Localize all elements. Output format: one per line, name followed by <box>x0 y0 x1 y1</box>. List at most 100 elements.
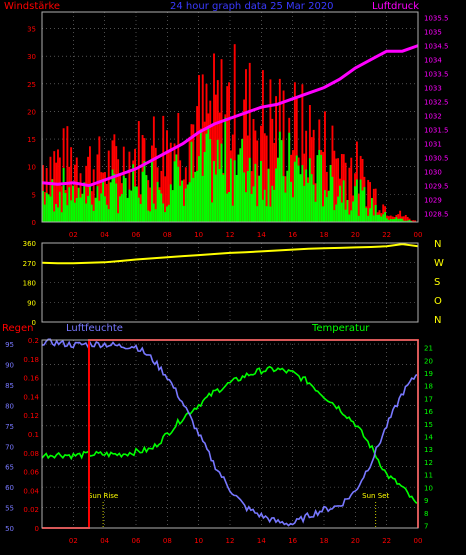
wind-avg-bar <box>122 175 125 222</box>
wind-avg-bar <box>166 206 168 222</box>
wind-avg-bar <box>301 165 304 222</box>
wind-avg-bar <box>205 133 208 222</box>
wind-avg-bar <box>203 151 206 222</box>
pressure-tick-label: 1034 <box>424 57 442 65</box>
wind-gust-bar <box>57 149 59 222</box>
wind-avg-bar <box>374 204 377 222</box>
wind-gust-bar <box>331 125 334 222</box>
wind-avg-bar <box>89 184 91 222</box>
wind-tick-label: 25 <box>27 81 36 89</box>
wind-avg-bar <box>167 204 170 222</box>
wind-avg-bar <box>263 189 266 222</box>
sun-set-label: Sun Set <box>362 492 389 500</box>
temperature-tick-label: 7 <box>424 522 428 530</box>
time-tick-label: 10 <box>194 231 203 239</box>
wind-avg-bar <box>222 174 225 222</box>
wind-avg-bar <box>346 200 349 222</box>
wind-avg-bar <box>402 220 405 222</box>
time-tick-label: 16 <box>288 231 297 239</box>
wind-avg-bar <box>393 218 396 222</box>
wind-tick-label: 30 <box>27 53 36 61</box>
wind-avg-bar <box>190 141 193 222</box>
wind-avg-bar <box>250 193 253 222</box>
wind-gust-bar <box>404 215 407 222</box>
wind-avg-bar <box>181 180 183 222</box>
wind-avg-bar <box>399 218 402 222</box>
rain-tick-label: 0.16 <box>23 375 39 383</box>
wind-gust-bar <box>58 157 61 222</box>
wind-gust-bar <box>214 94 217 222</box>
wind-avg-bar <box>248 157 251 222</box>
pressure-tick-label: 1035.5 <box>424 15 449 23</box>
wind-avg-bar <box>233 160 236 222</box>
wind-gust-bar <box>166 130 168 222</box>
wind-gust-bar <box>134 148 136 222</box>
wind-avg-bar <box>246 171 249 222</box>
wind-gust-bar <box>201 74 204 222</box>
time-tick-label: 08 <box>163 537 172 545</box>
time-tick-label: 22 <box>382 537 391 545</box>
wind-avg-bar <box>292 197 294 222</box>
wind-avg-bar <box>58 191 61 222</box>
wind-gust-bar <box>60 186 63 222</box>
wind-gust-bar <box>53 151 56 222</box>
wind-gust-bar <box>228 82 230 222</box>
time-tick-label: 20 <box>351 231 360 239</box>
temperature-tick-label: 21 <box>424 345 433 353</box>
temperature-tick-label: 16 <box>424 408 433 416</box>
wind-avg-bar <box>85 203 88 222</box>
wind-avg-bar <box>109 182 112 222</box>
temperature-tick-label: 13 <box>424 446 433 454</box>
wind-avg-bar <box>397 218 400 222</box>
wind-gust-bar <box>105 183 108 222</box>
wind-avg-bar <box>143 161 146 222</box>
wind-gust-bar <box>98 136 101 222</box>
wind-avg-bar <box>216 139 219 222</box>
pressure-tick-label: 1033 <box>424 85 442 93</box>
wind-gust-bar <box>261 70 264 223</box>
wind-avg-bar <box>158 189 161 222</box>
rain-tick-label: 0.2 <box>28 337 39 345</box>
wind-avg-bar <box>119 196 121 222</box>
wind-tick-label: 20 <box>27 108 36 116</box>
wind-avg-bar <box>331 176 334 222</box>
direction-tick-label: 180 <box>23 280 36 288</box>
wind-avg-bar <box>49 196 52 222</box>
pressure-tick-label: 1031 <box>424 141 442 149</box>
wind-gust-bar <box>350 157 353 222</box>
wind-avg-bar <box>231 205 234 222</box>
direction-tick-label: 90 <box>27 299 36 307</box>
wind-avg-bar <box>378 214 381 222</box>
wind-gust-bar <box>252 118 255 222</box>
humidity-tick-label: 60 <box>5 484 14 492</box>
wind-avg-bar <box>162 203 165 222</box>
wind-avg-bar <box>260 160 262 222</box>
humidity-tick-label: 75 <box>5 423 14 431</box>
rain-tick-label: 0.14 <box>23 393 39 401</box>
wind-avg-bar <box>55 203 58 222</box>
pressure-tick-label: 1029.5 <box>424 183 449 191</box>
wind-gust-bar <box>292 150 294 222</box>
wind-tick-label: 15 <box>27 136 36 144</box>
wind-avg-bar <box>79 197 82 222</box>
wind-avg-bar <box>207 126 210 222</box>
wind-avg-bar <box>237 154 240 222</box>
temperature-tick-label: 20 <box>424 357 433 365</box>
direction-plot-frame <box>41 242 419 323</box>
pressure-tick-label: 1032 <box>424 113 442 121</box>
wind-gust-bar <box>389 215 392 222</box>
wind-avg-bar <box>126 197 129 222</box>
wind-gust-bar <box>367 179 370 222</box>
wind-direction-panel: 0 90 180 270 360 <box>23 240 419 327</box>
wind-gust-bar <box>117 159 120 222</box>
wind-avg-bar <box>90 204 93 222</box>
date-title: 24 hour graph data 25 Mar 2020 <box>170 1 334 12</box>
wind-avg-bar <box>70 200 73 222</box>
time-tick-label: 02 <box>69 537 78 545</box>
direction-tick-label: 270 <box>23 260 36 268</box>
wind-avg-bar <box>254 163 257 222</box>
wind-avg-bar <box>105 204 108 222</box>
pressure-tick-label: 1030.5 <box>424 155 449 163</box>
wind-gust-bar <box>263 133 266 222</box>
wind-gust-bar <box>92 169 95 222</box>
